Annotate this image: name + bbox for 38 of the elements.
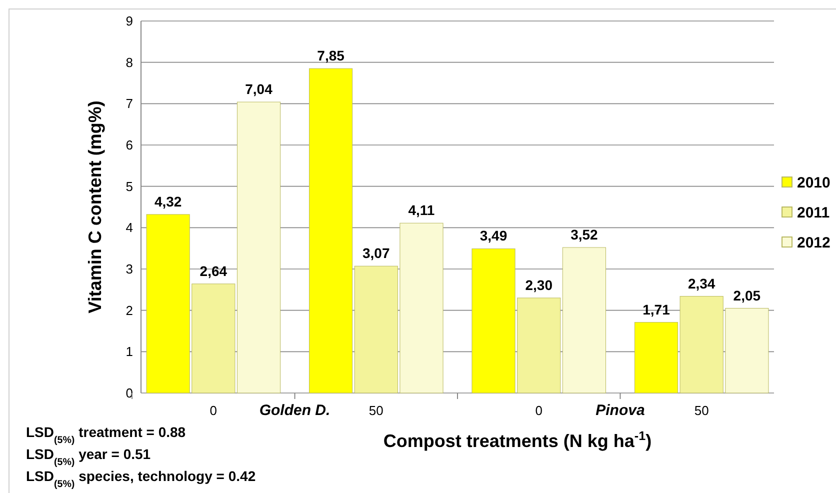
y-tick-label: 1 (126, 344, 133, 360)
y-tick-label: 2 (126, 302, 133, 318)
data-label: 7,04 (245, 81, 273, 98)
legend-label: 2012 (797, 234, 830, 252)
text: Golden D. (259, 402, 330, 419)
data-label: 4,32 (154, 193, 182, 210)
y-tick-label: 0 (126, 386, 133, 401)
data-label: 3,07 (362, 245, 390, 262)
x-tick-label: 0 (535, 403, 542, 418)
data-label: 2,34 (688, 275, 716, 292)
text: LSD$_{(5%)}$ year = 0.51 (26, 446, 151, 468)
x-tick-label: 50 (694, 403, 709, 418)
y-tick-label: 4 (126, 220, 133, 236)
data-label: 2,64 (200, 262, 228, 279)
bar (308, 68, 353, 394)
x-tick-label: 50 (368, 403, 384, 418)
bar (562, 247, 606, 394)
legend-label: 2011 (797, 204, 830, 222)
data-label: 2,05 (733, 287, 761, 304)
data-label: 2,30 (525, 276, 553, 293)
y-tick-label: 9 (126, 14, 133, 29)
y-tick-label: 7 (126, 96, 133, 112)
y-tick-label: 3 (126, 262, 133, 277)
text: LSD$_{(5%)}$ species, technology = 0.42 (26, 468, 256, 490)
text: LSD$_{(5%)}$ treatment = 0.88 (26, 424, 186, 446)
legend-label: 2010 (797, 174, 830, 192)
data-label: 4,11 (408, 202, 435, 218)
data-label: 1,71 (642, 301, 670, 318)
data-label: 3,49 (480, 228, 508, 244)
x-axis-title: Compost treatments (N kg ha$^{-1}$) (383, 429, 652, 451)
y-axis-title: Vitamin C content (mg%) (85, 100, 105, 314)
data-label: 7,85 (317, 48, 345, 64)
y-tick-label: 5 (126, 178, 133, 194)
x-tick-label: 0 (210, 403, 218, 418)
y-tick-label: 6 (126, 138, 133, 153)
y-tick-label: 8 (126, 54, 133, 70)
data-label: 3,52 (570, 226, 598, 243)
text: Pinova (596, 402, 645, 419)
